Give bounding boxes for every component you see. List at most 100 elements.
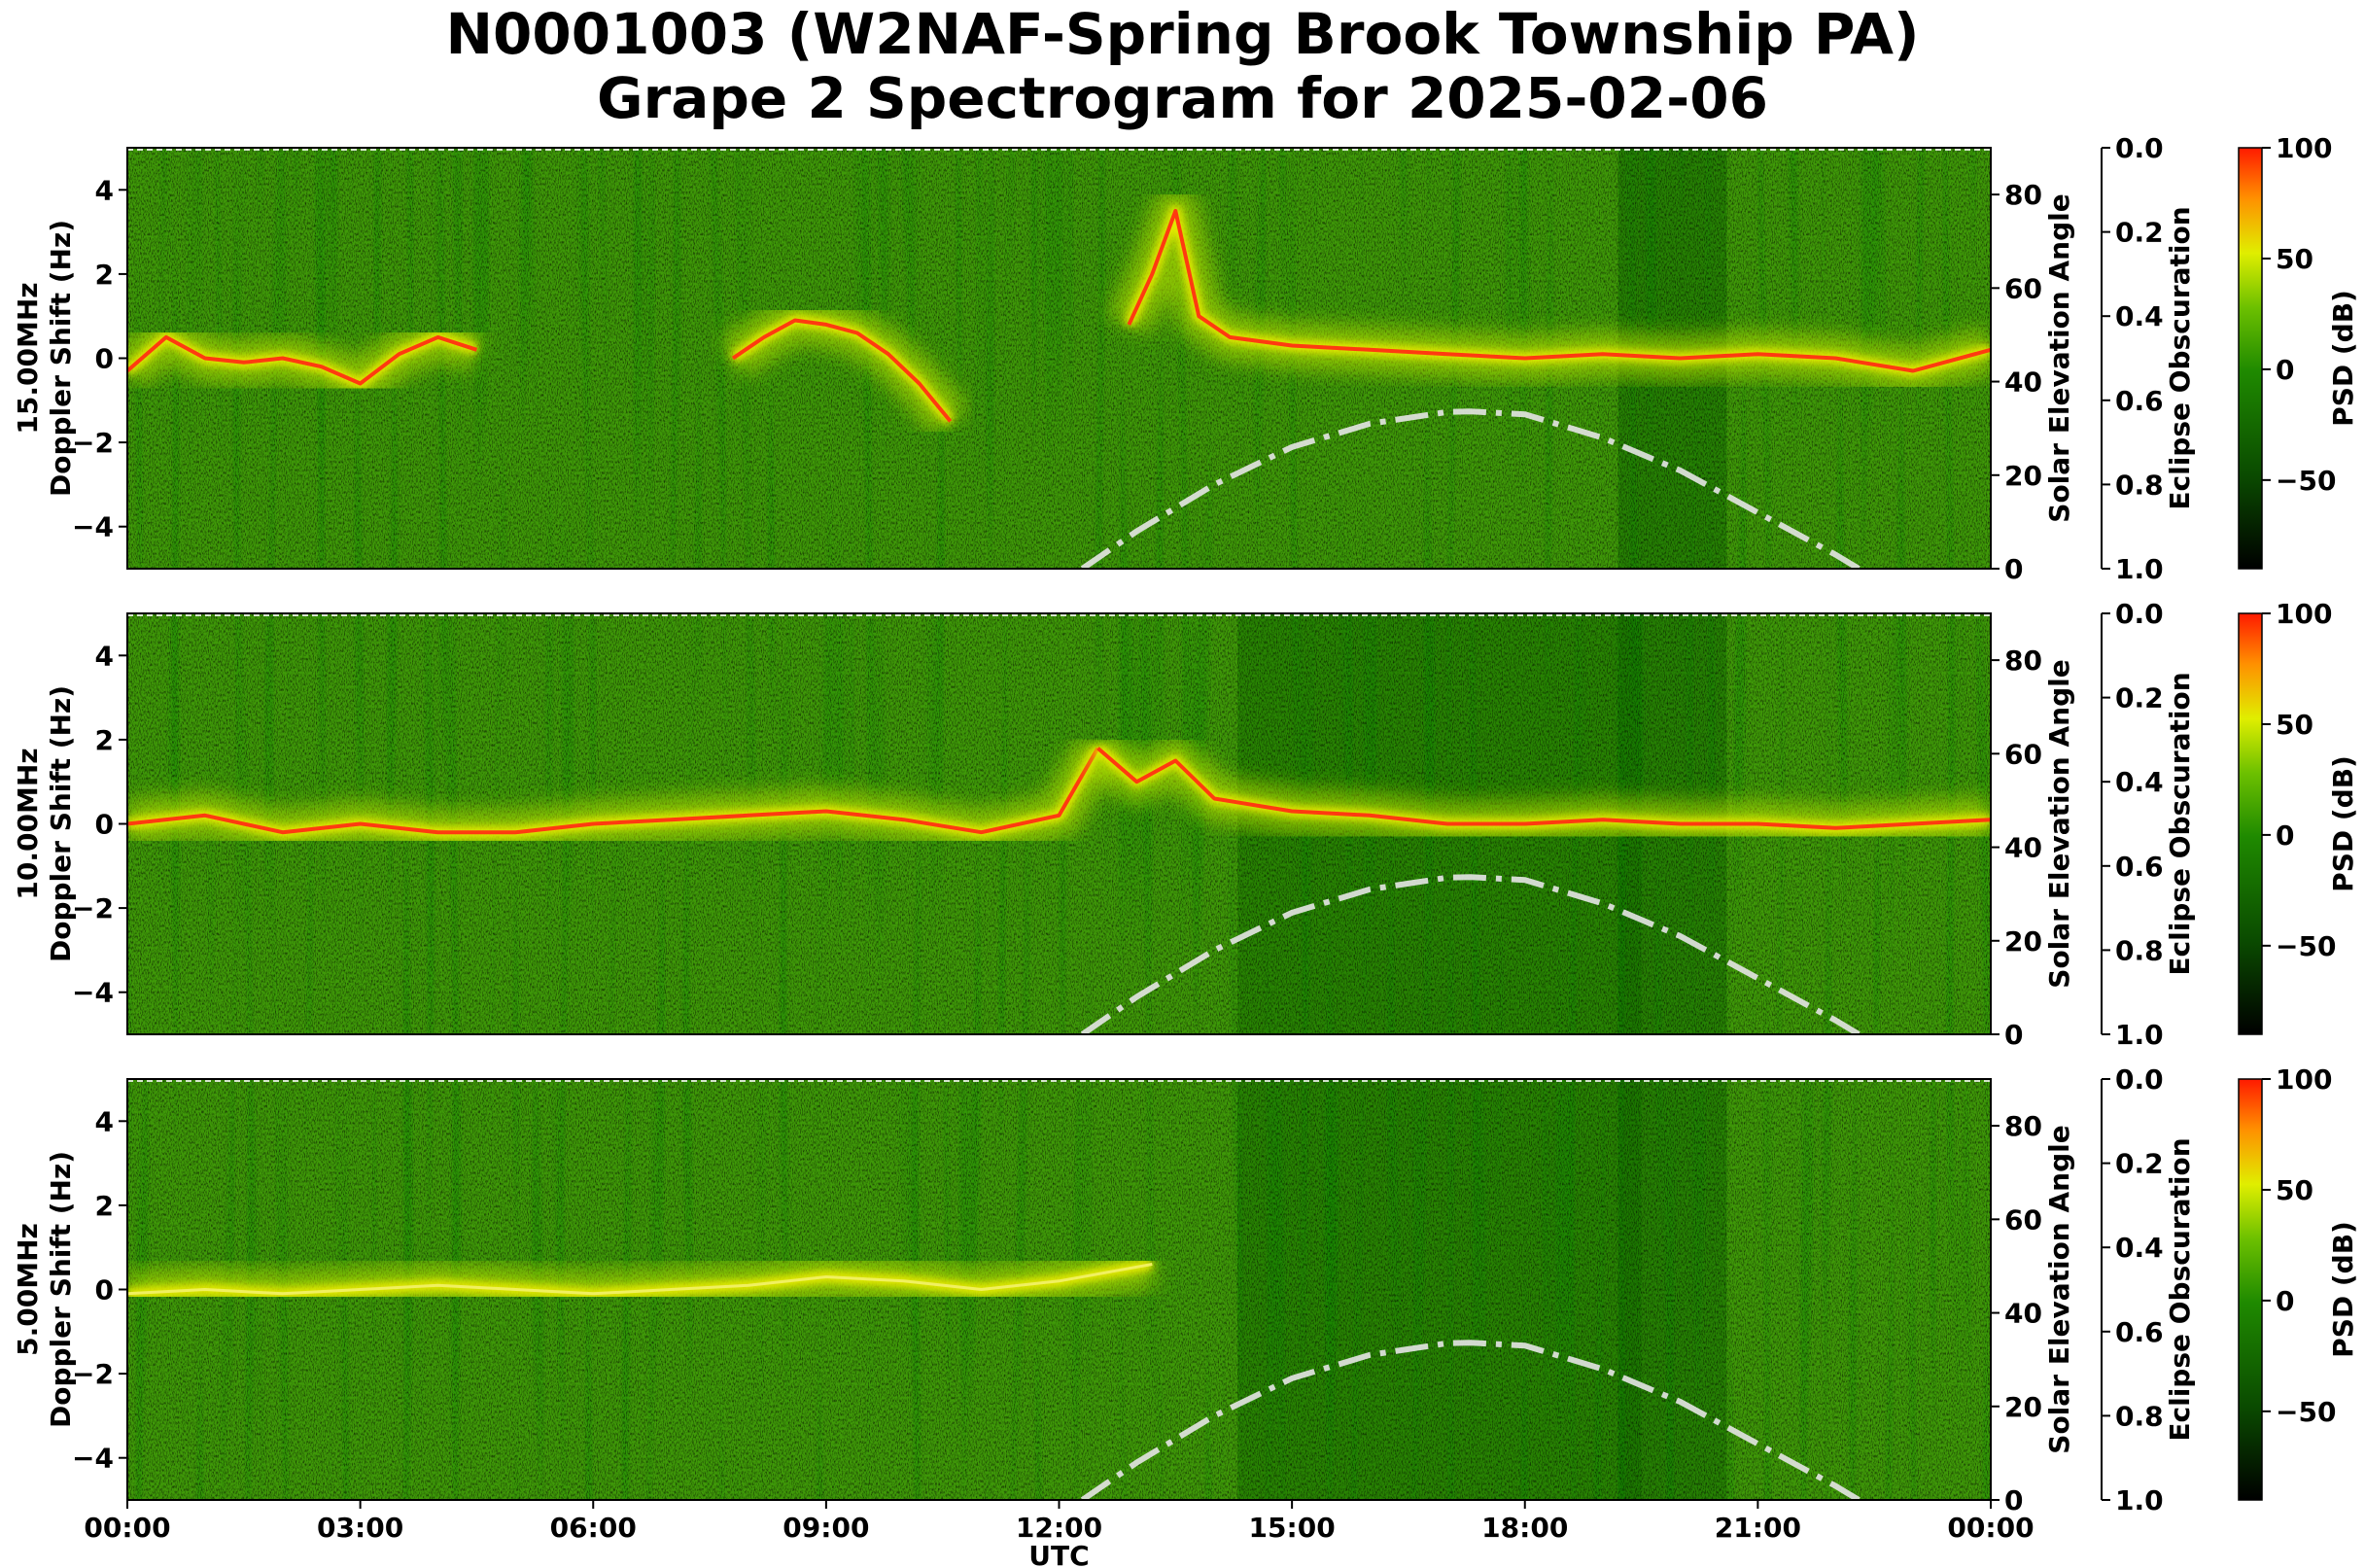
y-axis-label-line-1: 15.00MHz — [12, 282, 44, 434]
solar-elevation-curve — [1080, 874, 1861, 1034]
doppler-trace — [1096, 747, 1991, 830]
plot-area — [127, 613, 1991, 1034]
y-tick-label: −4 — [72, 511, 114, 543]
eclipse-axis-label: Eclipse Obscuration — [2164, 206, 2196, 509]
title-line-2: Grape 2 Spectrogram for 2025-02-06 — [597, 65, 1768, 131]
x-tick-label: 00:00 — [84, 1512, 170, 1544]
solar-tick-label: 0 — [2004, 1484, 2023, 1516]
solar-tick-label: 80 — [2004, 1110, 2042, 1142]
colorbar-tick-label: −50 — [2276, 465, 2336, 497]
y-tick-label: 2 — [95, 259, 114, 291]
solar-elevation-curve — [1080, 408, 1861, 569]
colorbar — [2238, 1078, 2263, 1501]
panel-15.00MHz: 420−2−415.00MHz Doppler Shift (Hz)0204060… — [12, 132, 2359, 585]
solar-elevation-curve — [1080, 1340, 1861, 1500]
eclipse-axis-label: Eclipse Obscuration — [2164, 1137, 2196, 1441]
solar-tick-label: 60 — [2004, 738, 2042, 770]
y-tick-label: 0 — [95, 1274, 114, 1307]
y-axis-label-line-2: Doppler Shift (Hz) — [45, 685, 77, 962]
solar-tick-label: 80 — [2004, 645, 2042, 677]
eclipse-tick-label: 0.4 — [2115, 300, 2164, 332]
y-tick-label: 0 — [95, 809, 114, 841]
y-tick-label: 0 — [95, 343, 114, 375]
y-axis-label-line-1: 5.00MHz — [12, 1223, 44, 1356]
eclipse-tick-label: 0.6 — [2115, 851, 2164, 883]
x-tick-label: 21:00 — [1715, 1512, 1801, 1544]
y-tick-label: 4 — [95, 640, 114, 672]
colorbar-tick-label: 50 — [2276, 1174, 2313, 1206]
y-tick-label: −2 — [72, 892, 114, 924]
eclipse-tick-label: 0.2 — [2115, 217, 2164, 249]
eclipse-tick-label: 0.6 — [2115, 385, 2164, 417]
y-tick-label: −4 — [72, 1443, 114, 1475]
plot-area — [127, 148, 1991, 569]
solar-tick-label: 60 — [2004, 1203, 2042, 1236]
doppler-trace — [1127, 208, 1991, 373]
solar-tick-label: 40 — [2004, 366, 2042, 399]
eclipse-tick-label: 1.0 — [2115, 1019, 2164, 1051]
eclipse-tick-label: 0.6 — [2115, 1316, 2164, 1348]
colorbar — [2238, 147, 2263, 570]
x-tick-label: 03:00 — [317, 1512, 403, 1544]
doppler-trace — [731, 318, 953, 423]
eclipse-tick-label: 0.2 — [2115, 682, 2164, 714]
solar-tick-label: 60 — [2004, 272, 2042, 304]
y-axis-label: 5.00MHz Doppler Shift (Hz) — [12, 1151, 77, 1428]
x-tick-label: 09:00 — [783, 1512, 869, 1544]
x-tick-label: 06:00 — [550, 1512, 637, 1544]
solar-tick-label: 40 — [2004, 832, 2042, 864]
colorbar-tick-label: 50 — [2276, 243, 2313, 275]
solar-tick-label: 40 — [2004, 1298, 2042, 1330]
y-axis-label-line-2: Doppler Shift (Hz) — [45, 1151, 77, 1428]
colorbar-tick-label: −50 — [2276, 1396, 2336, 1428]
y-tick-label: 2 — [95, 724, 114, 756]
y-axis-label: 15.00MHz Doppler Shift (Hz) — [12, 220, 77, 497]
eclipse-tick-label: 0.2 — [2115, 1148, 2164, 1180]
eclipse-tick-label: 0.8 — [2115, 934, 2164, 966]
x-tick-label: 12:00 — [1016, 1512, 1102, 1544]
colorbar-tick-label: 0 — [2276, 354, 2294, 386]
solar-tick-label: 20 — [2004, 460, 2042, 492]
solar-tick-label: 20 — [2004, 925, 2042, 958]
y-tick-label: −2 — [72, 1358, 114, 1390]
colorbar-tick-label: 0 — [2276, 1285, 2294, 1317]
plot-area — [127, 1079, 1991, 1500]
colorbar-tick-label: 100 — [2276, 132, 2332, 164]
eclipse-tick-label: 0.4 — [2115, 766, 2164, 798]
x-tick-label: 18:00 — [1481, 1512, 1568, 1544]
solar-tick-label: 0 — [2004, 1019, 2023, 1051]
eclipse-axis-label: Eclipse Obscuration — [2164, 672, 2196, 975]
eclipse-tick-label: 0.8 — [2115, 469, 2164, 501]
panel-10.00MHz: 420−2−410.00MHz Doppler Shift (Hz)0204060… — [12, 598, 2359, 1051]
title-line-1: N0001003 (W2NAF-Spring Brook Township PA… — [445, 1, 1920, 67]
solar-tick-label: 0 — [2004, 553, 2023, 585]
colorbar-label: PSD (dB) — [2327, 290, 2359, 427]
y-tick-label: −4 — [72, 977, 114, 1009]
x-tick-label: 00:00 — [1947, 1512, 2034, 1544]
eclipse-tick-label: 0.0 — [2115, 132, 2164, 164]
solar-axis-label: Solar Elevation Angle — [2043, 659, 2075, 988]
colorbar-tick-label: 50 — [2276, 709, 2313, 741]
doppler-trace — [127, 1263, 1153, 1296]
y-tick-label: 4 — [95, 174, 114, 206]
eclipse-tick-label: 0.0 — [2115, 598, 2164, 630]
panel-5.00MHz: 420−2−45.00MHz Doppler Shift (Hz)02040608… — [12, 1063, 2359, 1568]
colorbar-tick-label: 0 — [2276, 819, 2294, 852]
x-tick-label: 15:00 — [1249, 1512, 1336, 1544]
colorbar-label: PSD (dB) — [2327, 1221, 2359, 1358]
colorbar-label: PSD (dB) — [2327, 755, 2359, 892]
y-axis-label-line-2: Doppler Shift (Hz) — [45, 220, 77, 497]
y-tick-label: −2 — [72, 427, 114, 459]
solar-axis-label: Solar Elevation Angle — [2043, 1125, 2075, 1453]
eclipse-tick-label: 1.0 — [2115, 1484, 2164, 1516]
x-axis-label: UTC — [1028, 1540, 1089, 1568]
colorbar-tick-label: 100 — [2276, 598, 2332, 630]
colorbar-tick-label: 100 — [2276, 1063, 2332, 1096]
colorbar-tick-label: −50 — [2276, 930, 2336, 962]
doppler-trace — [127, 334, 478, 386]
doppler-trace — [127, 747, 1100, 835]
eclipse-tick-label: 0.8 — [2115, 1400, 2164, 1432]
eclipse-tick-label: 0.0 — [2115, 1063, 2164, 1096]
y-tick-label: 2 — [95, 1190, 114, 1222]
